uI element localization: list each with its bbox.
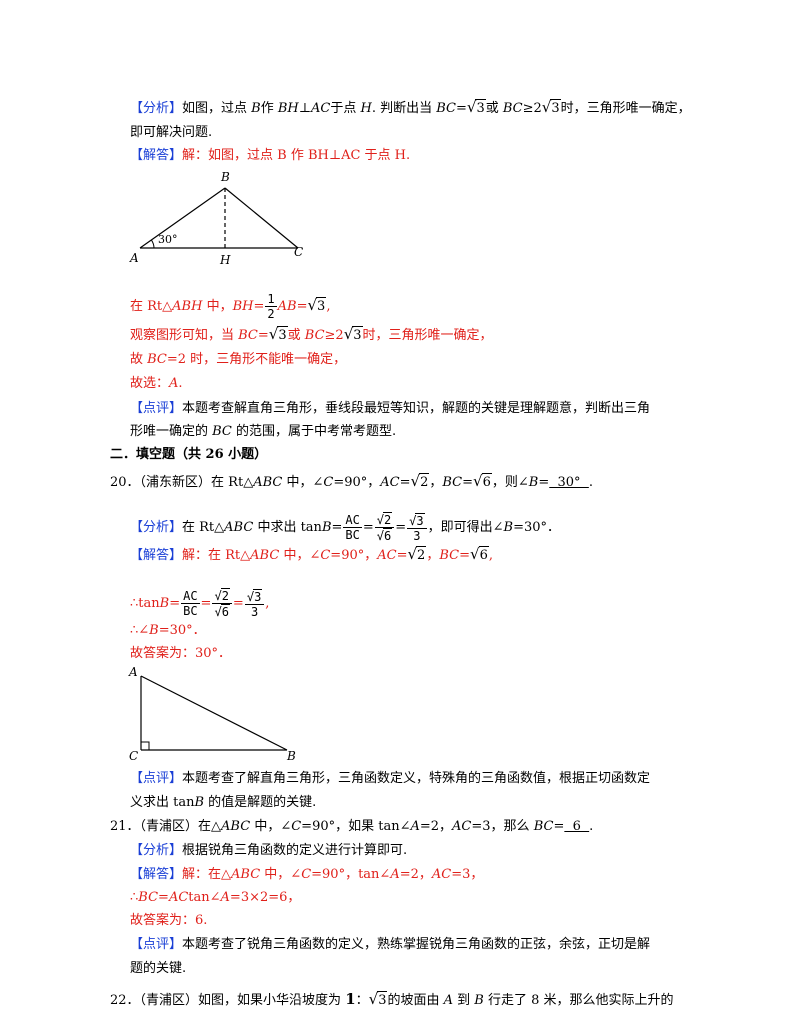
section-heading: 二．填空题（共 26 小题） — [110, 447, 268, 462]
q21-dianping-line1: 【点评】本题考查了锐角三角函数的定义，熟练掌握锐角三角函数的正弦，余弦，正切是解 — [130, 937, 651, 952]
q21-dianping-line2: 题的关键. — [130, 961, 187, 976]
p19-dianping-line1: 【点评】本题考查解直角三角形，垂线段最短等知识，解题的关键是理解题意，判断出三角 — [130, 401, 651, 416]
p19-fenxi-line2: 即可解决问题. — [130, 125, 213, 140]
label-b: B — [286, 749, 296, 763]
q21-question: 21．（青浦区）在△ABC 中，∠C=90°，如果 tan∠A=2，AC=3，那… — [110, 819, 594, 834]
q22-question: 22．（青浦区）如图，如果小华沿坡度为 1：√3的坡面由 A 到 B 行走了 8… — [110, 990, 674, 1008]
triangle-abc-figure-1: B A H C 30° — [129, 170, 303, 267]
dianping-bracket: 【点评】 — [130, 401, 183, 416]
angle-arc — [151, 239, 155, 249]
fraction-root2-root6: √2 √6 — [374, 512, 395, 543]
q20-dianping-line1: 【点评】本题考查了解直角三角形，三角函数定义，特殊角的三角函数值，根据正切函数定 — [130, 771, 651, 786]
q20-tan-line: ∴tanB= AC BC = √2 √6 = √3 3, — [130, 588, 270, 619]
q20-angle-line: ∴∠B=30°． — [130, 623, 206, 638]
right-triangle-figure-2: A C B — [128, 665, 296, 763]
p19-choose-line: 故选：A. — [130, 376, 183, 391]
fraction-root3-3: √3 3 — [407, 512, 427, 543]
p19-dianping-line2: 形唯一确定的 BC 的范围，属于中考常考题型. — [130, 424, 397, 439]
segment-ab — [139, 187, 226, 249]
q20-answer-line: 故答案为：30°． — [130, 646, 232, 661]
q21-answer-line: 故答案为：6. — [130, 913, 208, 928]
q20-answer-blank: 30° — [549, 475, 589, 490]
p19-rt-line: 在 Rt△ABH 中，BH= 1 2 AB=√3, — [130, 292, 331, 321]
segment-bc — [224, 187, 299, 249]
q21-fenxi-line: 【分析】根据锐角三角函数的定义进行计算即可. — [130, 843, 408, 858]
q21-jieda-line: 【解答】解：在△ABC 中，∠C=90°，tan∠A=2，AC=3， — [130, 867, 484, 882]
fraction-ac-bc: AC BC — [343, 513, 362, 542]
label-h: H — [219, 253, 231, 267]
jieda-bracket: 【解答】 — [130, 148, 183, 163]
label-b: B — [220, 170, 230, 184]
p19-jieda-line: 【解答】解：如图，过点 B 作 BH⊥AC 于点 H. — [130, 148, 411, 163]
q21-answer-blank: 6 — [564, 819, 590, 834]
label-c: C — [129, 749, 138, 763]
label-a: A — [128, 665, 138, 679]
p19-fenxi-line1: 【分析】如图，过点 B作 BH⊥AC于点 H. 判断出当 BC=√3或 BC≥2… — [130, 98, 691, 116]
segment-ab — [140, 675, 288, 751]
right-angle-marker — [141, 741, 150, 750]
q20-question: 20．（浦东新区）在 Rt△ABC 中，∠C=90°，AC=√2，BC=√6，则… — [110, 472, 593, 490]
label-a: A — [129, 251, 139, 265]
q20-dianping-line2: 义求出 tanB 的值是解题的关键. — [130, 795, 317, 810]
label-angle-30: 30° — [158, 233, 178, 246]
fenxi-bracket: 【分析】 — [130, 101, 183, 116]
q21-calc-line: ∴BC=ACtan∠A=3×2=6， — [130, 890, 301, 905]
p19-so-line: 故 BC=2 时，三角形不能唯一确定， — [130, 352, 347, 367]
label-c: C — [294, 245, 303, 259]
p19-observe-line: 观察图形可知，当 BC=√3或 BC≥2√3时，三角形唯一确定， — [130, 325, 493, 343]
q20-jieda-line: 【解答】解：在 Rt△ABC 中，∠C=90°，AC=√2，BC=√6, — [130, 545, 493, 563]
q20-fenxi-line: 【分析】在 Rt△ABC 中求出 tanB= AC BC = √2 √6 = √3 3 ，即可得出… — [130, 512, 561, 543]
